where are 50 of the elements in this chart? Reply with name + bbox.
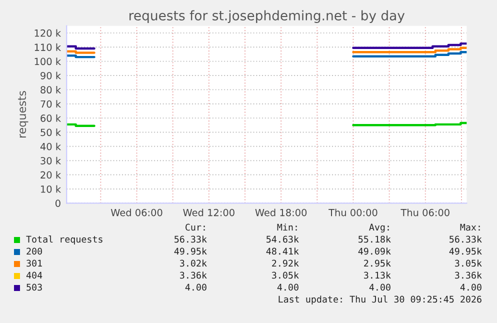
- y-tick-label: 110 k: [34, 43, 62, 51]
- text: 54.63k: [266, 236, 299, 243]
- text: 3.13k: [364, 272, 391, 279]
- y-tick-label: 100 k: [34, 58, 62, 66]
- y-tick-label: 20 k: [40, 171, 62, 179]
- text: 2.92k: [272, 260, 299, 267]
- legend-label: 301: [26, 260, 42, 267]
- y-tick-label: 30 k: [40, 156, 62, 164]
- text: Cur:: [186, 224, 205, 231]
- y-tick-label: 90 k: [40, 72, 62, 80]
- x-tick-label: Wed 06:00: [110, 208, 162, 216]
- legend-label: 503: [26, 284, 42, 291]
- text: Min:: [277, 224, 297, 231]
- y-tick-label: 10 k: [41, 185, 62, 193]
- text: 56.33k: [174, 236, 207, 243]
- x-tick-label: Thu 06:00: [400, 208, 450, 216]
- text: 49.95k: [449, 248, 482, 255]
- legend-label: 404: [26, 272, 42, 279]
- text: 3.36k: [180, 272, 207, 279]
- text: 4.00: [369, 284, 390, 291]
- text: 49.09k: [358, 248, 391, 255]
- legend-label: Total requests: [26, 236, 102, 244]
- text: 3.05k: [272, 272, 299, 279]
- text: Avg:: [369, 224, 389, 232]
- text: 2.95k: [364, 260, 391, 267]
- y-tick-label: 70 k: [40, 100, 62, 108]
- y-tick-label: 40 k: [40, 142, 62, 150]
- x-tick-label: Thu 00:00: [328, 208, 378, 216]
- y-tick-label: 80 k: [40, 86, 62, 94]
- legend-label: 200: [26, 248, 42, 255]
- y-tick-label: 0: [56, 200, 60, 207]
- text: 4.00: [277, 284, 298, 291]
- x-tick-label: Wed 18:00: [255, 208, 307, 216]
- text: 48.41k: [266, 248, 299, 255]
- text: 3.05k: [455, 260, 482, 267]
- text: 3.36k: [455, 272, 482, 279]
- text: 4.00: [185, 284, 206, 291]
- text: 55.18k: [358, 236, 391, 243]
- y-tick-label: 120 k: [34, 29, 62, 37]
- text: 4.00: [460, 284, 482, 291]
- x-tick-label: Wed 12:00: [183, 208, 234, 216]
- y-axis-title: requests: [18, 91, 28, 138]
- chart-title: requests for st.josephdeming.net - by day: [130, 10, 405, 24]
- text: 56.33k: [450, 236, 482, 243]
- y-tick-label: 60 k: [40, 114, 62, 122]
- text: 49.95k: [174, 248, 207, 255]
- text: 3.02k: [180, 260, 207, 267]
- text: Last update: Thu Jul 30 09:25:45 2026: [278, 296, 482, 304]
- text: Max:: [460, 224, 480, 231]
- y-tick-label: 50 k: [40, 128, 62, 136]
